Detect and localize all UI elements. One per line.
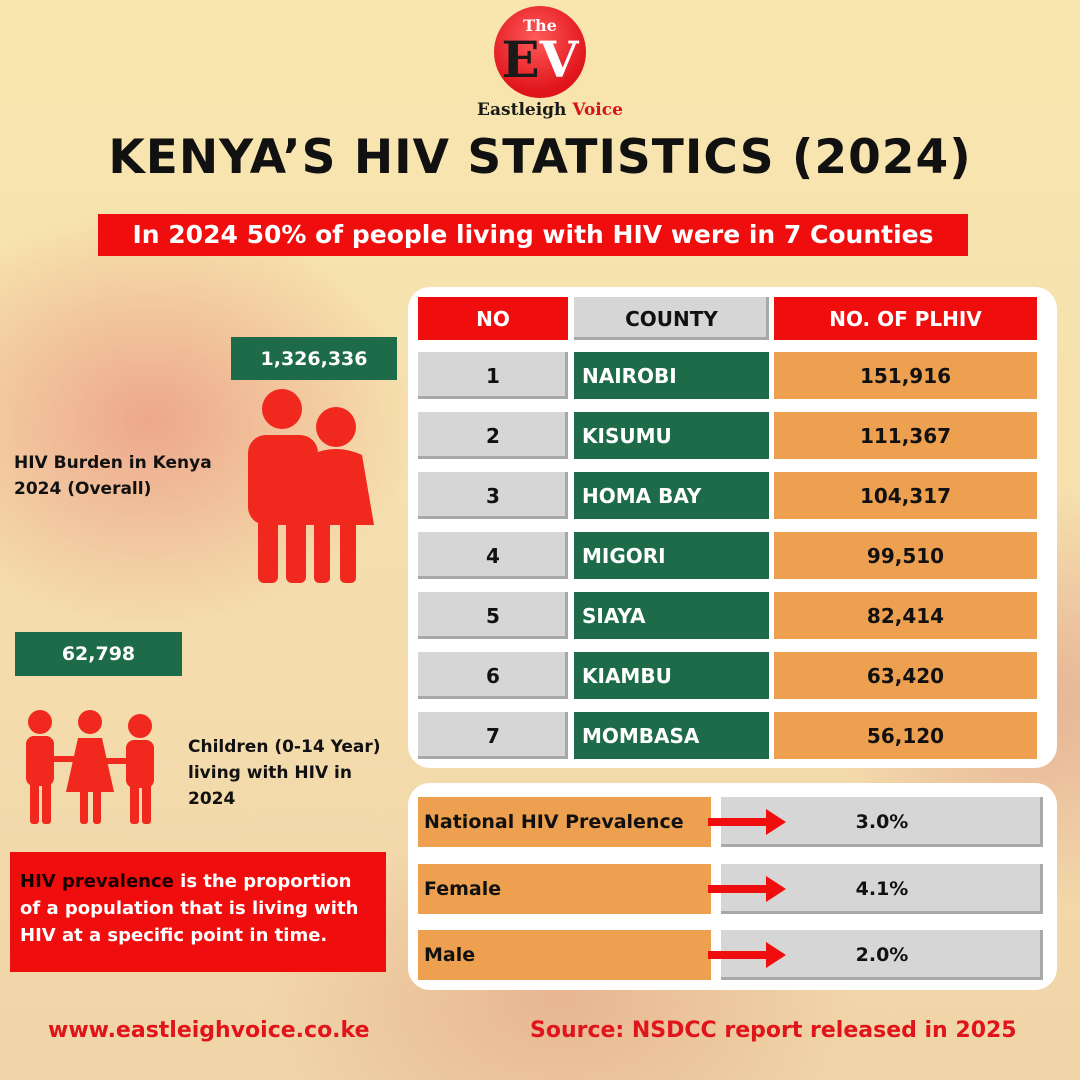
county-name: MIGORI (574, 532, 769, 579)
arrow-right-icon (708, 875, 786, 902)
overall-label: HIV Burden in Kenya 2024 (Overall) (14, 453, 212, 499)
children-icon (26, 710, 154, 824)
table-header: NO. OF PLHIV (774, 297, 1037, 340)
plhiv-count: 111,367 (774, 412, 1037, 459)
page-title: KENYA’S HIV STATISTICS (2024) (108, 130, 972, 185)
county-name: HOMA BAY (574, 472, 769, 519)
prevalence-label: Male (418, 930, 711, 980)
row-number: 5 (418, 592, 568, 639)
plhiv-count: 104,317 (774, 472, 1037, 519)
overall-value: 1,326,336 (231, 337, 397, 380)
row-number: 6 (418, 652, 568, 699)
table-header: NO (418, 297, 568, 340)
prevalence-label: National HIV Prevalence (418, 797, 711, 847)
prevalence-table: National HIV Prevalence 3.0% Female 4.1% Mal… (408, 783, 1057, 990)
county-name: KIAMBU (574, 652, 769, 699)
county-name: NAIROBI (574, 352, 769, 399)
definition-box: HIV prevalence is the proportion of a po… (10, 852, 386, 972)
row-number: 2 (418, 412, 568, 459)
adults-icon (248, 389, 374, 583)
website-link[interactable]: www.eastleighvoice.co.ke (48, 1018, 370, 1043)
plhiv-count: 56,120 (774, 712, 1037, 759)
headline-banner: In 2024 50% of people living with HIV we… (98, 214, 968, 256)
row-number: 7 (418, 712, 568, 759)
county-table: NO COUNTY NO. OF PLHIV 1 NAIROBI 151,916 2 KISU… (408, 287, 1057, 768)
plhiv-count: 99,510 (774, 532, 1037, 579)
logo: The EV (494, 6, 586, 98)
children-label: Children (0-14 Year) living with HIV in … (188, 737, 381, 809)
row-number: 1 (418, 352, 568, 399)
source-note: Source: NSDCC report released in 2025 (530, 1018, 1017, 1043)
plhiv-count: 151,916 (774, 352, 1037, 399)
plhiv-count: 63,420 (774, 652, 1037, 699)
county-name: MOMBASA (574, 712, 769, 759)
arrow-right-icon (708, 942, 786, 968)
county-name: SIAYA (574, 592, 769, 639)
plhiv-count: 82,414 (774, 592, 1037, 639)
row-number: 4 (418, 532, 568, 579)
county-name: KISUMU (574, 412, 769, 459)
arrow-right-icon (708, 809, 786, 835)
table-header: COUNTY (574, 297, 769, 340)
row-number: 3 (418, 472, 568, 519)
brand-name: Eastleigh Voice (477, 100, 623, 120)
children-value: 62,798 (15, 632, 182, 676)
prevalence-label: Female (418, 863, 711, 914)
